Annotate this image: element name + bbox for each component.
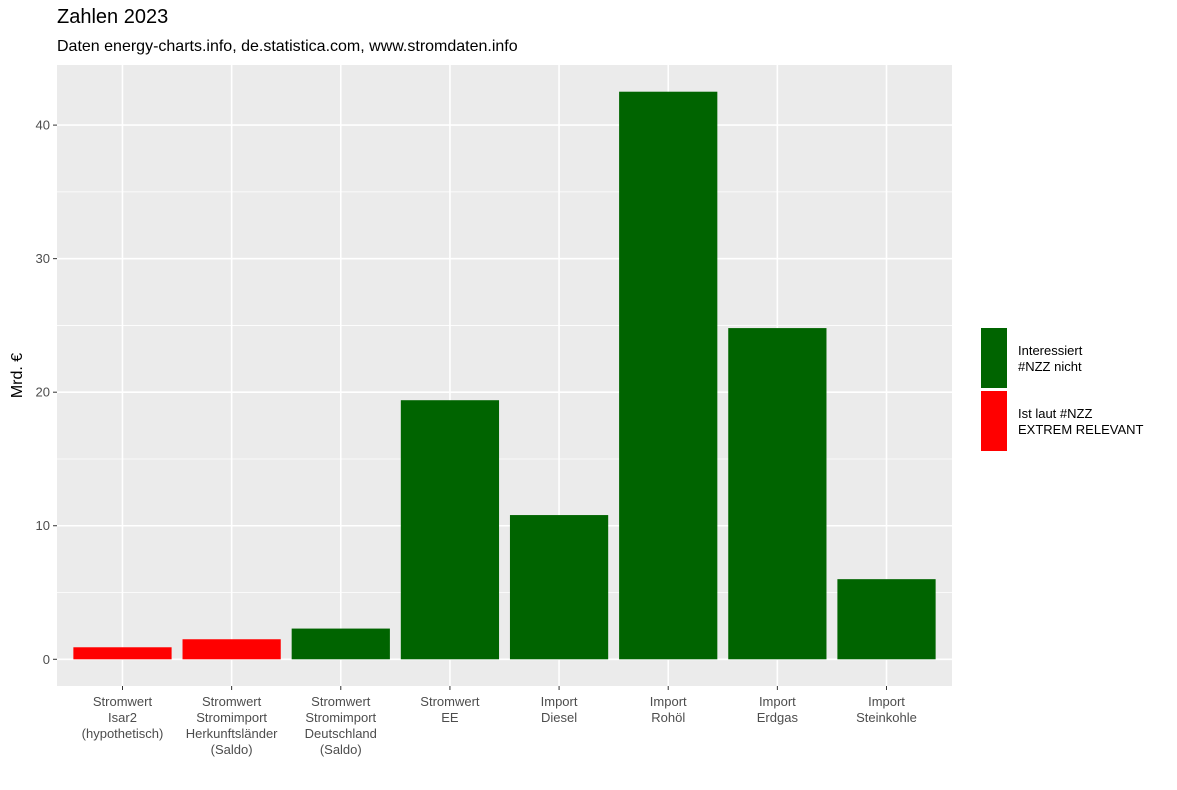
y-tick-label: 40 bbox=[36, 118, 50, 133]
legend-key-0 bbox=[981, 328, 1007, 388]
x-tick-label: Stromwert EE bbox=[420, 694, 480, 725]
y-axis-title: Mrd. € bbox=[9, 353, 26, 398]
bar-2 bbox=[291, 628, 390, 660]
chart-title: Zahlen 2023 bbox=[57, 6, 169, 28]
bar-1 bbox=[182, 639, 281, 660]
y-tick-label: 0 bbox=[43, 652, 50, 667]
legend-label-1: Ist laut #NZZ EXTREM RELEVANT bbox=[1018, 406, 1144, 437]
x-tick-label: Import Erdgas bbox=[757, 694, 799, 725]
bar-6 bbox=[728, 328, 827, 660]
bar-5 bbox=[619, 91, 718, 660]
x-tick-label: Import Steinkohle bbox=[856, 694, 917, 725]
chart-subtitle: Daten energy-charts.info, de.statistica.… bbox=[57, 38, 518, 55]
bar-7 bbox=[837, 579, 936, 660]
legend-key-1 bbox=[981, 391, 1007, 451]
bar-0 bbox=[73, 647, 172, 660]
x-tick-label: Stromwert Isar2 (hypothetisch) bbox=[82, 694, 164, 741]
x-tick-label: Import Rohöl bbox=[650, 694, 687, 725]
legend-label-0: Interessiert #NZZ nicht bbox=[1018, 343, 1083, 374]
x-tick-label: Stromwert Stromimport Deutschland (Saldo) bbox=[305, 694, 377, 757]
bar-3 bbox=[400, 400, 500, 660]
y-tick-label: 20 bbox=[36, 385, 50, 400]
y-tick-label: 10 bbox=[36, 518, 50, 533]
x-tick-label: Import Diesel bbox=[541, 694, 578, 725]
bar-4 bbox=[509, 515, 609, 660]
x-tick-label: Stromwert Stromimport Herkunftsländer (Sald… bbox=[186, 694, 278, 757]
y-tick-label: 30 bbox=[36, 251, 50, 266]
